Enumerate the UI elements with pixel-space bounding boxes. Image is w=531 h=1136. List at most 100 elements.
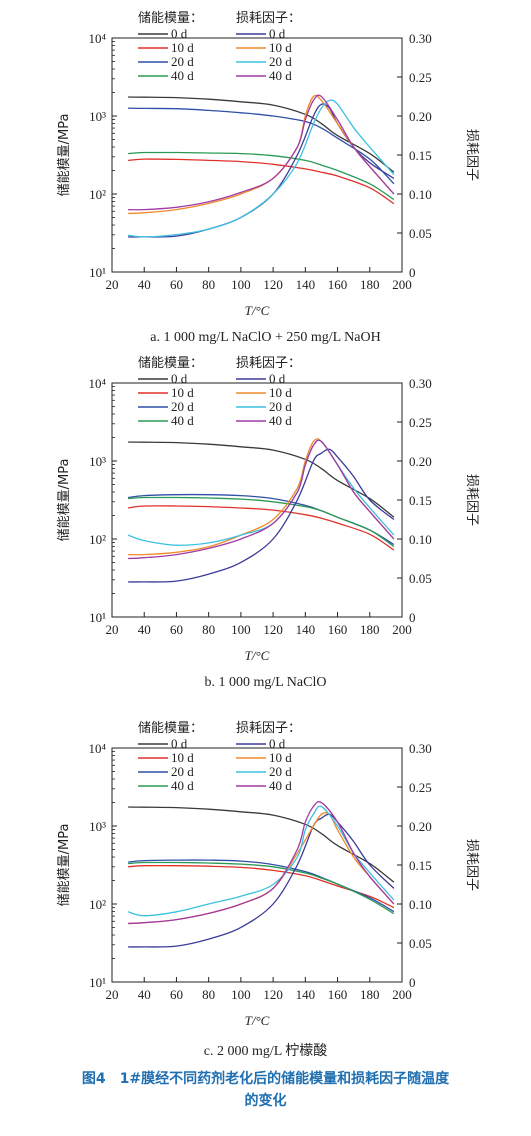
x-tick-label: 140 [296,987,316,1002]
legend-loss-label: 20 d [269,54,292,69]
legend-storage-label: 40 d [171,778,194,793]
y-left-tick-label: 10² [89,532,106,547]
y-left-tick-label: 10¹ [89,975,106,990]
legend-loss-label: 20 d [269,399,292,414]
x-tick-label: 60 [170,987,183,1002]
legend-loss-label: 10 d [269,750,292,765]
x-axis-label: T/°C [245,303,270,318]
storage-series-line [128,107,395,185]
x-tick-label: 40 [138,622,151,637]
y-right-tick-label: 0.25 [409,780,432,795]
y-right-tick-label: 0.20 [409,454,432,469]
storage-series-line [128,859,395,913]
legend-loss-title: 损耗因子： [236,721,301,736]
chart-panel-b: 20 40 60 80 100 120 140 160 180 200 10¹ 10² 10³ 10⁴ 0 0… [0,345,531,690]
panel-caption-a: a. 1 000 mg/L NaClO + 250 mg/L NaOH [150,330,381,345]
legend-storage-label: 20 d [171,54,194,69]
legend-storage-label: 40 d [171,68,194,83]
y-right-tick-label: 0.05 [409,571,432,586]
legend-storage-label: 10 d [171,40,194,55]
x-tick-label: 20 [106,622,119,637]
y-right-tick-label: 0.05 [409,936,432,951]
legend-storage-label: 20 d [171,399,194,414]
y-right-tick-label: 0.25 [409,415,432,430]
figure-caption: 图4 1#膜经不同药剂老化后的储能模量和损耗因子随温度 的变化 [0,1068,531,1112]
x-tick-label: 60 [170,622,183,637]
loss-series-line [128,813,395,948]
storage-series-line [128,493,395,546]
y-left-tick-label: 10⁴ [88,376,106,391]
loss-series-line [128,94,395,211]
x-tick-label: 40 [138,987,151,1002]
x-tick-label: 40 [138,277,151,292]
x-tick-label: 80 [202,622,215,637]
legend-storage-label: 0 d [171,26,188,41]
figure-caption-line1: 图4 1#膜经不同药剂老化后的储能模量和损耗因子随温度 [81,1071,450,1087]
panel-caption-b: b. 1 000 mg/L NaClO [204,675,327,690]
legend-loss-label: 0 d [269,371,286,386]
x-tick-label: 80 [202,987,215,1002]
y-left-tick-label: 10³ [89,819,106,834]
x-tick-label: 200 [392,277,412,292]
legend-loss-label: 10 d [269,385,292,400]
loss-series-line [128,99,395,238]
x-tick-label: 180 [360,987,380,1002]
y-left-tick-label: 10¹ [89,265,106,280]
chart-svg-b: 20 40 60 80 100 120 140 160 180 200 10¹ 10² 10³ 10⁴ 0 0… [57,356,479,663]
x-tick-label: 200 [392,622,412,637]
storage-series-line [128,864,395,909]
x-tick-label: 20 [106,277,119,292]
x-tick-label: 160 [328,622,348,637]
figure-caption-line2: 的变化 [244,1093,287,1109]
x-axis-label: T/°C [245,648,270,663]
x-tick-label: 120 [263,987,283,1002]
legend-storage-title: 储能模量： [138,11,203,26]
x-axis-label: T/°C [245,1013,270,1028]
legend-storage-label: 20 d [171,764,194,779]
x-tick-label: 120 [263,277,283,292]
y-right-tick-label: 0.15 [409,148,432,163]
y-right-tick-label: 0.30 [409,31,432,46]
y-left-axis-label: 储能模量/MPa [57,114,72,197]
y-right-tick-label: 0 [409,265,416,280]
y-right-axis-label: 损耗因子 [464,839,479,891]
x-tick-label: 100 [231,987,251,1002]
loss-series-line [127,805,395,917]
x-tick-label: 180 [360,622,380,637]
storage-series-line [128,505,395,551]
chart-panel-a: 20 40 60 80 100 120 140 160 180 200 10¹ 10² 10³ 10⁴ 0 0… [0,0,531,345]
x-tick-label: 180 [360,277,380,292]
x-tick-label: 160 [328,987,348,1002]
y-left-tick-label: 10¹ [89,610,106,625]
legend-loss-title: 损耗因子： [236,356,301,371]
loss-series-line [128,811,395,925]
legend-loss-title: 损耗因子： [236,11,301,26]
storage-series-line [128,861,395,915]
y-left-tick-label: 10³ [89,109,106,124]
y-right-axis-label: 损耗因子 [464,474,479,526]
y-left-axis-label: 储能模量/MPa [57,824,72,907]
y-right-tick-label: 0.15 [409,493,432,508]
x-tick-label: 20 [106,987,119,1002]
legend-storage-label: 0 d [171,736,188,751]
storage-series-line [128,441,395,518]
y-left-tick-label: 10³ [89,454,106,469]
legend-storage-label: 40 d [171,413,194,428]
storage-series-line [128,158,395,205]
loss-series-line [128,439,395,560]
chart-svg-a: 20 40 60 80 100 120 140 160 180 200 10¹ 10² 10³ 10⁴ 0 0… [57,11,479,318]
x-tick-label: 140 [296,277,316,292]
y-right-tick-label: 0.05 [409,226,432,241]
x-tick-label: 140 [296,622,316,637]
y-right-tick-label: 0.20 [409,109,432,124]
y-left-tick-label: 10⁴ [88,31,106,46]
legend-storage-title: 储能模量： [138,356,203,371]
y-right-axis-label: 损耗因子 [464,129,479,181]
y-right-tick-label: 0.30 [409,376,432,391]
x-tick-label: 120 [263,622,283,637]
loss-series-line [128,103,395,238]
chart-panel-c: 20 40 60 80 100 120 140 160 180 200 10¹ 10² 10³ 10⁴ 0 0… [0,710,531,1059]
legend-loss-label: 20 d [269,764,292,779]
legend-storage-label: 10 d [171,385,194,400]
legend-loss-label: 40 d [269,68,292,83]
